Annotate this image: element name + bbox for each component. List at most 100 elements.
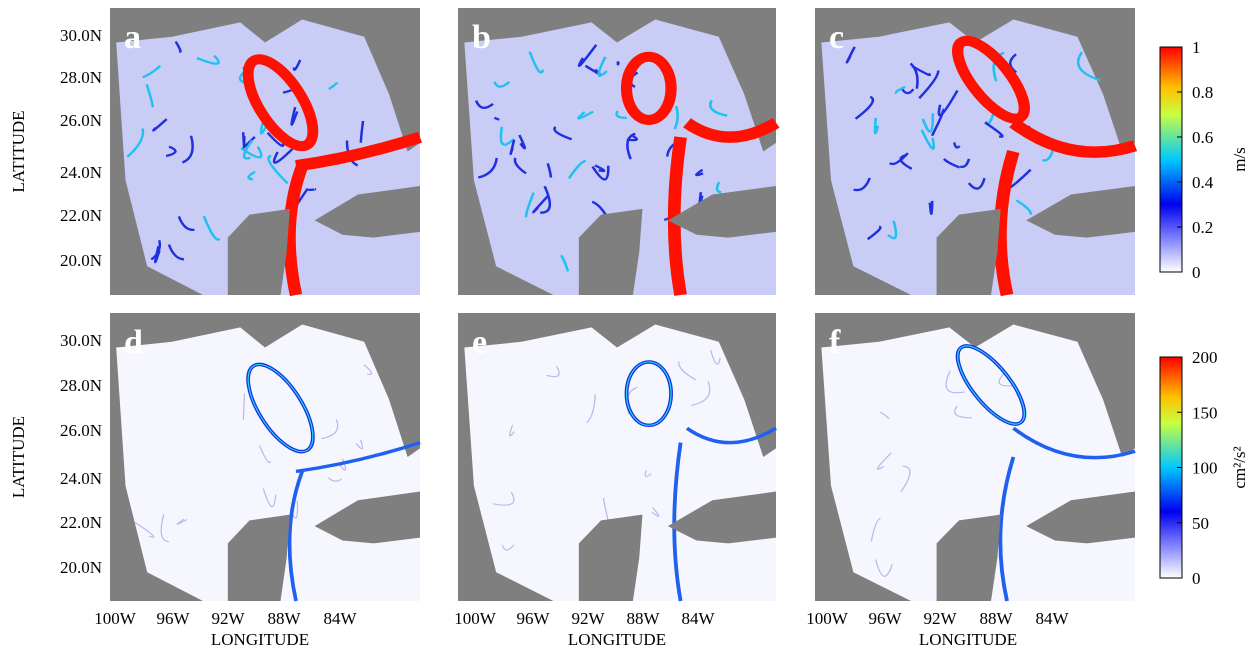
eddy	[1015, 199, 1033, 215]
eddy	[355, 439, 364, 450]
map-panel	[821, 8, 1138, 297]
eddy	[870, 518, 881, 542]
eddy	[854, 95, 875, 120]
map-panel	[464, 8, 780, 296]
panel-label: a	[124, 19, 141, 56]
land	[667, 491, 776, 544]
eddy	[359, 120, 365, 143]
lat-tick-label: 28.0N	[60, 376, 102, 395]
lon-tick-label: 88W	[267, 609, 301, 628]
current-tail	[998, 426, 1136, 602]
eddy	[928, 200, 934, 215]
eddy	[241, 132, 246, 148]
map-panel	[116, 8, 423, 297]
eddy	[528, 51, 545, 74]
eddy	[967, 177, 986, 190]
eddy	[577, 110, 594, 120]
eddy	[509, 424, 515, 437]
eddy	[493, 116, 500, 121]
eddy	[651, 507, 660, 517]
eddy	[152, 118, 168, 132]
eddy	[577, 44, 598, 68]
x-axis-label: LONGITUDE	[919, 630, 1017, 649]
y-axis-label: LATITUDE	[9, 416, 28, 498]
eddy	[267, 154, 289, 185]
land	[578, 514, 643, 601]
eddy	[597, 56, 608, 77]
land	[1026, 491, 1135, 544]
eddy	[894, 85, 906, 95]
lon-tick-label: 96W	[516, 609, 550, 628]
x-axis-label: LONGITUDE	[568, 630, 666, 649]
land	[407, 313, 420, 400]
eddy	[866, 225, 882, 241]
current-tail	[993, 118, 1138, 297]
colorbar-tick-label: 0	[1192, 569, 1201, 588]
eddy	[879, 411, 890, 420]
colorbar-tick-label: 150	[1192, 403, 1218, 422]
eddy	[242, 139, 254, 160]
eddy	[1076, 51, 1101, 82]
land	[763, 8, 776, 95]
eddy	[709, 99, 728, 117]
eddy	[160, 514, 170, 543]
eddy	[134, 521, 155, 538]
eddy	[673, 105, 679, 130]
eddy	[594, 164, 606, 173]
eddy	[262, 488, 277, 508]
land	[936, 514, 1001, 601]
colorbar	[1159, 46, 1183, 273]
panel-label: e	[472, 324, 487, 361]
eddy	[493, 81, 511, 88]
eddy	[695, 168, 704, 177]
eddy	[518, 134, 527, 150]
lat-tick-label: 26.0N	[60, 421, 102, 440]
loop-current	[952, 35, 1030, 124]
eddy	[616, 61, 620, 66]
land	[314, 491, 420, 544]
colorbar-tick-label: 200	[1192, 348, 1218, 367]
eddy	[853, 177, 871, 192]
eddy	[177, 215, 195, 231]
land	[763, 313, 776, 400]
lat-tick-label: 20.0N	[60, 251, 102, 270]
eddy	[540, 185, 552, 214]
eddy	[290, 106, 299, 126]
eddy	[691, 381, 711, 406]
eddy	[626, 132, 636, 160]
colorbar-label: cm²/s²	[1230, 446, 1249, 488]
lon-tick-label: 88W	[626, 609, 660, 628]
lat-tick-label: 28.0N	[60, 68, 102, 87]
lat-tick-label: 22.0N	[60, 513, 102, 532]
land	[227, 514, 290, 601]
eddy	[921, 113, 935, 133]
eddy	[272, 148, 294, 164]
eddy	[202, 215, 221, 241]
land	[1122, 8, 1135, 95]
eddy	[954, 405, 972, 419]
lon-tick-label: 92W	[923, 609, 957, 628]
lat-tick-label: 24.0N	[60, 469, 102, 488]
map-panel	[464, 313, 778, 602]
land	[1026, 185, 1135, 238]
eddy	[615, 110, 627, 120]
eddy	[142, 64, 162, 79]
lon-tick-label: 96W	[156, 609, 190, 628]
eddy	[327, 477, 342, 482]
lon-tick-label: 100W	[454, 609, 497, 628]
colorbar-tick-label: 0	[1192, 263, 1201, 282]
eddy	[492, 491, 515, 506]
land	[578, 208, 643, 295]
colorbar-tick-label: 0.8	[1192, 83, 1213, 102]
loop-core	[957, 345, 1025, 425]
eddy	[876, 452, 892, 470]
x-axis-label: LONGITUDE	[211, 630, 309, 649]
eddy	[930, 108, 945, 137]
eddy	[126, 128, 145, 158]
eddy	[509, 139, 516, 156]
lat-tick-label: 20.0N	[60, 558, 102, 577]
eddy	[499, 126, 515, 146]
map-panel	[116, 313, 421, 602]
eddy	[875, 559, 893, 577]
